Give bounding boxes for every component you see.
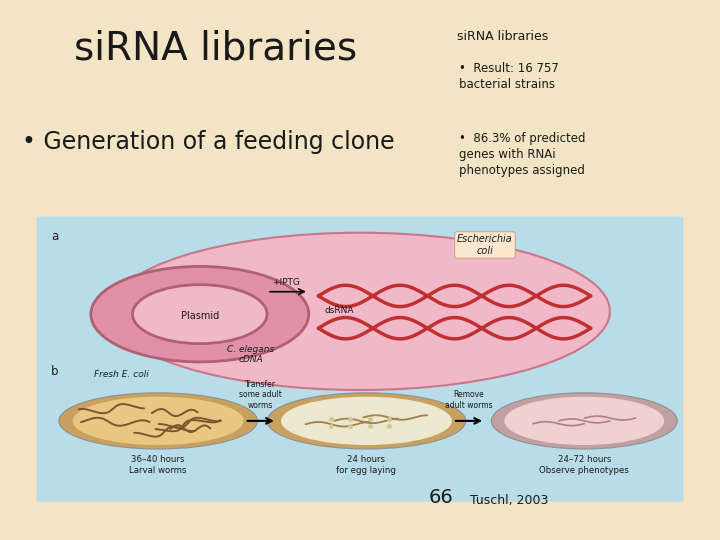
Text: a: a	[51, 230, 58, 243]
Ellipse shape	[267, 393, 466, 449]
Text: siRNA libraries: siRNA libraries	[457, 30, 549, 43]
Text: Tuschl, 2003: Tuschl, 2003	[470, 494, 549, 507]
Text: 66: 66	[428, 488, 453, 507]
Text: • Generation of a feeding clone: • Generation of a feeding clone	[22, 130, 395, 153]
Text: Fresh E. coli: Fresh E. coli	[94, 370, 149, 379]
Text: Plasmid: Plasmid	[181, 310, 219, 321]
Text: +IPTG: +IPTG	[272, 278, 300, 287]
Ellipse shape	[505, 397, 664, 445]
Text: 36–40 hours
Larval worms: 36–40 hours Larval worms	[130, 455, 187, 475]
Text: Escherichia
coli: Escherichia coli	[457, 234, 513, 256]
Ellipse shape	[73, 397, 243, 445]
Text: •  Result: 16 757
bacterial strains: • Result: 16 757 bacterial strains	[459, 62, 559, 91]
Circle shape	[132, 285, 267, 343]
Text: Remove
adult worms: Remove adult worms	[445, 390, 492, 410]
Ellipse shape	[110, 233, 610, 390]
Text: b: b	[51, 364, 58, 377]
Text: dsRNA: dsRNA	[325, 306, 354, 315]
Ellipse shape	[59, 393, 258, 449]
Text: Transfer
some adult
worms: Transfer some adult worms	[239, 380, 282, 410]
Ellipse shape	[491, 393, 678, 449]
Text: C. elegans
cDNA: C. elegans cDNA	[228, 345, 275, 364]
Text: siRNA libraries: siRNA libraries	[74, 30, 358, 68]
Text: 24 hours
for egg laying: 24 hours for egg laying	[336, 455, 396, 475]
Text: 24–72 hours
Observe phenotypes: 24–72 hours Observe phenotypes	[539, 455, 629, 475]
FancyBboxPatch shape	[37, 217, 683, 502]
Ellipse shape	[281, 397, 452, 445]
Text: •  86.3% of predicted
genes with RNAi
phenotypes assigned: • 86.3% of predicted genes with RNAi phe…	[459, 132, 586, 177]
Circle shape	[91, 266, 309, 362]
